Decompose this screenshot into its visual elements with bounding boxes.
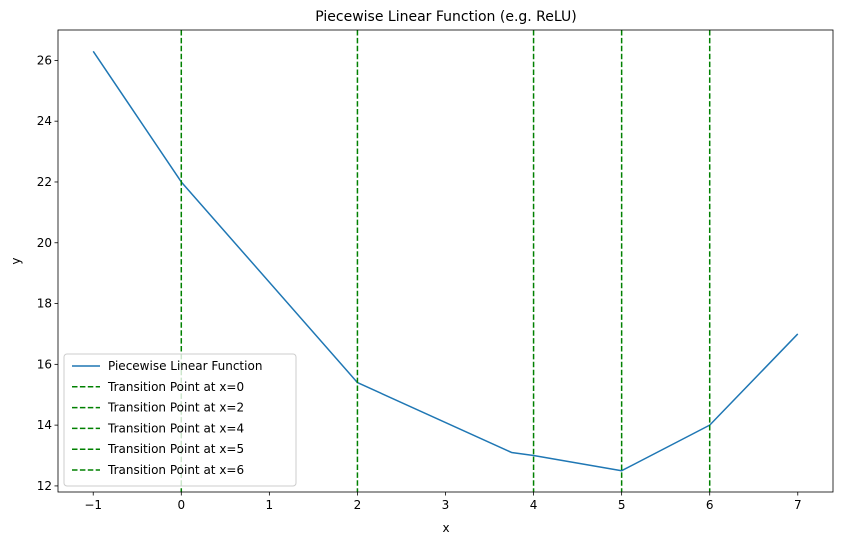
x-tick-label-0: −1: [84, 498, 102, 512]
x-tick-label-3: 2: [354, 498, 362, 512]
x-tick-label-1: 0: [177, 498, 185, 512]
y-tick-label-3: 18: [37, 297, 52, 311]
y-tick-label-0: 12: [37, 479, 52, 493]
legend-label-4: Transition Point at x=5: [107, 442, 244, 456]
x-axis-label: x: [442, 521, 449, 535]
x-tick-label-5: 4: [530, 498, 538, 512]
plot-content: [92, 30, 799, 492]
legend-box: [63, 353, 297, 487]
legend-label-1: Transition Point at x=0: [107, 380, 244, 394]
chart-title: Piecewise Linear Function (e.g. ReLU): [315, 9, 576, 25]
legend-label-3: Transition Point at x=4: [107, 421, 244, 435]
y-axis-label: y: [9, 257, 23, 264]
y-tick-label-5: 22: [37, 175, 52, 189]
legend: Piecewise Linear Function Transition Poin…: [63, 353, 297, 487]
legend-label-0: Piecewise Linear Function: [108, 359, 262, 373]
series-line-1: [92, 50, 799, 472]
y-tick-label-4: 20: [37, 236, 52, 250]
x-tick-label-6: 5: [618, 498, 626, 512]
y-tick-label-6: 24: [37, 114, 52, 128]
y-tick-label-2: 16: [37, 357, 52, 371]
y-tick-label-1: 14: [37, 418, 52, 432]
x-tick-label-4: 3: [442, 498, 450, 512]
x-tick-label-2: 1: [266, 498, 274, 512]
x-tick-label-8: 7: [794, 498, 802, 512]
legend-label-5: Transition Point at x=6: [107, 463, 244, 477]
y-tick-label-7: 26: [37, 53, 52, 67]
legend-label-2: Transition Point at x=2: [107, 401, 244, 415]
x-tick-label-7: 6: [706, 498, 714, 512]
